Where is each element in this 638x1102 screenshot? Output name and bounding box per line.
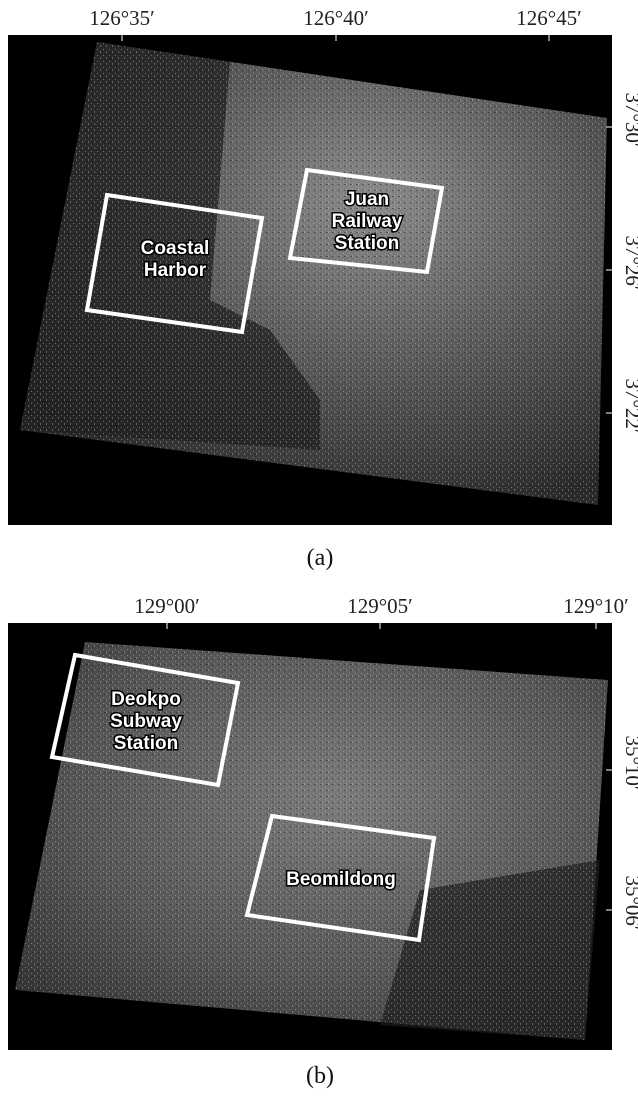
latitude-label: 37°22′ xyxy=(621,379,638,434)
panel-caption: (a) xyxy=(307,545,334,571)
longitude-label: 126°45′ xyxy=(516,6,582,30)
longitude-label: 126°40′ xyxy=(303,6,369,30)
longitude-label: 129°00′ xyxy=(134,594,200,618)
latitude-label: 35°10′ xyxy=(621,736,638,791)
region-label: Harbor xyxy=(144,260,207,281)
region-label: Juan xyxy=(345,189,389,210)
region-label: Subway xyxy=(110,711,182,732)
region-label: Coastal xyxy=(141,238,210,259)
panel-caption: (b) xyxy=(306,1063,334,1089)
image-texture xyxy=(15,642,608,1040)
region-label: Station xyxy=(335,233,399,254)
image-texture xyxy=(20,42,607,505)
latitude-label: 37°30′ xyxy=(621,93,638,148)
figure: 126°35′ 126°40′ 126°45′ 37°30′ 37°26′ 37°22′ C… xyxy=(0,0,638,1097)
longitude-label: 129°10′ xyxy=(563,594,629,618)
latitude-label: 37°26′ xyxy=(621,236,638,291)
longitude-label: 129°05′ xyxy=(347,594,413,618)
longitude-label: 126°35′ xyxy=(89,6,155,30)
region-label: Beomildong xyxy=(286,869,396,890)
latitude-label: 35°06′ xyxy=(621,876,638,931)
region-label: Deokpo xyxy=(111,689,181,710)
region-label: Station xyxy=(114,733,178,754)
region-label: Railway xyxy=(332,211,403,232)
